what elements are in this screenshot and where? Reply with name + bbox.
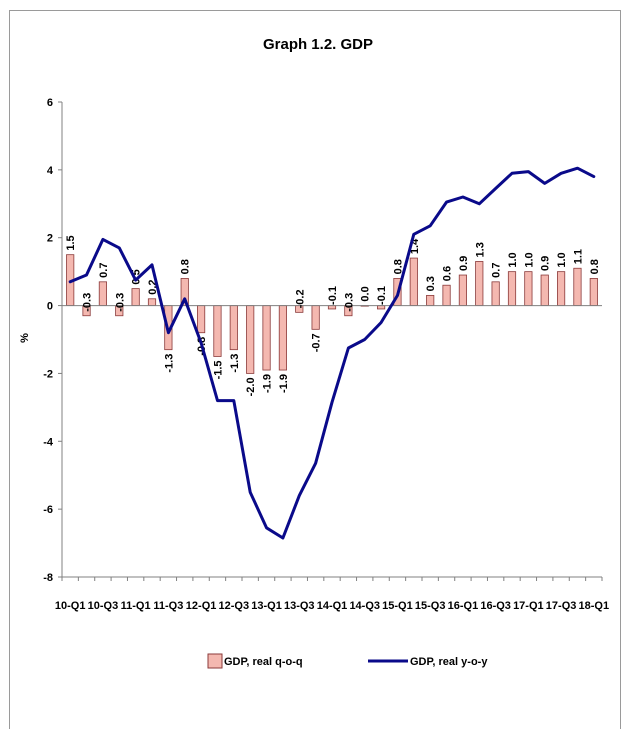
x-tick-label: 17-Q3 <box>546 600 577 612</box>
bar-data-label: 0.3 <box>425 276 437 291</box>
x-tick-label: 11-Q3 <box>153 600 183 612</box>
bar-data-label: -1.3 <box>163 354 175 373</box>
x-tick-label: 14-Q1 <box>317 600 348 612</box>
bar <box>458 274 467 306</box>
bar <box>197 305 206 334</box>
bar <box>377 305 386 310</box>
x-tick-label: 12-Q3 <box>219 600 250 612</box>
bar-data-label: -0.2 <box>294 289 306 308</box>
bar-data-label: -0.1 <box>376 286 388 305</box>
x-tick-label: 10-Q1 <box>55 600 86 612</box>
bar-data-label: 0.7 <box>98 263 110 278</box>
bar-data-label: 0.8 <box>392 259 404 274</box>
bar <box>426 294 435 306</box>
bar-data-label: 1.1 <box>572 249 584 264</box>
bar-data-label: 0.9 <box>458 256 470 271</box>
y-tick-label: -8 <box>43 572 53 584</box>
bar <box>491 281 500 306</box>
bar-data-label: 1.0 <box>523 252 535 267</box>
x-tick-label: 10-Q3 <box>88 600 119 612</box>
y-tick-label: 0 <box>47 301 53 313</box>
bar-data-label: 0.6 <box>442 266 454 281</box>
line-series-yoy <box>68 166 596 540</box>
y-tick-label: -4 <box>43 436 54 448</box>
bar <box>98 281 107 306</box>
x-tick-label: 18-Q1 <box>579 600 610 612</box>
bar <box>409 257 418 306</box>
bar <box>475 261 484 306</box>
legend-swatch-bar <box>207 653 223 669</box>
x-tick-label: 15-Q3 <box>415 600 446 612</box>
bar <box>262 305 271 371</box>
bar-data-label: -1.9 <box>262 374 274 393</box>
bar <box>131 288 140 306</box>
bar-data-label: -1.3 <box>229 354 241 373</box>
x-tick-label: 16-Q3 <box>480 600 511 612</box>
plot-area: 6 4 2 0 -2 -4 -6 -8 10-Q1 10-Q3 11-Q1 11-Q3 12-Q1 12-… <box>43 97 609 612</box>
bar-data-label: -0.3 <box>343 293 355 312</box>
bar <box>507 271 517 306</box>
bar <box>557 271 566 306</box>
x-tick-label: 16-Q1 <box>448 600 479 612</box>
bar <box>573 267 582 306</box>
bar <box>147 298 157 306</box>
bar-data-label: 1.3 <box>474 242 486 257</box>
bar-data-label: 0.9 <box>540 256 552 271</box>
bar-data-label: -0.7 <box>311 333 323 352</box>
x-tick-label: 11-Q1 <box>121 600 151 612</box>
bar <box>246 305 255 374</box>
bar <box>213 305 222 357</box>
bar-data-label: 0.7 <box>491 263 503 278</box>
bar-data-label: -1.5 <box>212 360 224 379</box>
bar <box>524 271 533 306</box>
bar <box>589 278 598 306</box>
bar-data-label: 1.0 <box>507 252 519 267</box>
chart-frame <box>9 10 621 729</box>
chart-title: Graph 1.2. GDP <box>263 36 373 53</box>
x-tick-label: 14-Q3 <box>349 600 380 612</box>
bar-data-label: -2.0 <box>245 377 257 396</box>
legend: GDP, real q-o-q GDP, real y-o-y <box>207 653 488 669</box>
y-tick-label: -2 <box>43 368 53 380</box>
bar-data-label: 1.0 <box>556 252 568 267</box>
bar-data-label: 0.8 <box>589 259 601 274</box>
bar <box>278 305 287 371</box>
legend-label-bar: GDP, real q-o-q <box>224 656 303 668</box>
bar <box>229 305 238 351</box>
bar-data-label: 0.8 <box>180 259 192 274</box>
legend-label-line: GDP, real y-o-y <box>410 656 488 668</box>
bar <box>327 305 337 310</box>
x-tick-label: 12-Q1 <box>186 600 217 612</box>
bar-data-label: 1.5 <box>65 235 77 250</box>
y-tick-label: 6 <box>47 97 53 109</box>
bar-data-label: -0.3 <box>114 293 126 312</box>
x-tick-label: 13-Q3 <box>284 600 315 612</box>
bar-data-label: -1.9 <box>278 374 290 393</box>
bar-data-label: 0.0 <box>360 286 372 301</box>
bar-data-label: -0.1 <box>327 286 339 305</box>
bar <box>540 274 549 306</box>
x-tick-label: 13-Q1 <box>251 600 282 612</box>
y-tick-label: -6 <box>43 504 53 516</box>
bar <box>442 284 451 306</box>
bar <box>311 305 320 330</box>
x-tick-label: 17-Q1 <box>513 600 544 612</box>
x-tick-label: 15-Q1 <box>382 600 413 612</box>
y-tick-label: 2 <box>47 233 53 245</box>
y-axis-label: % <box>19 333 31 343</box>
bar-data-label: -0.3 <box>82 293 94 312</box>
y-tick-label: 4 <box>47 165 54 177</box>
